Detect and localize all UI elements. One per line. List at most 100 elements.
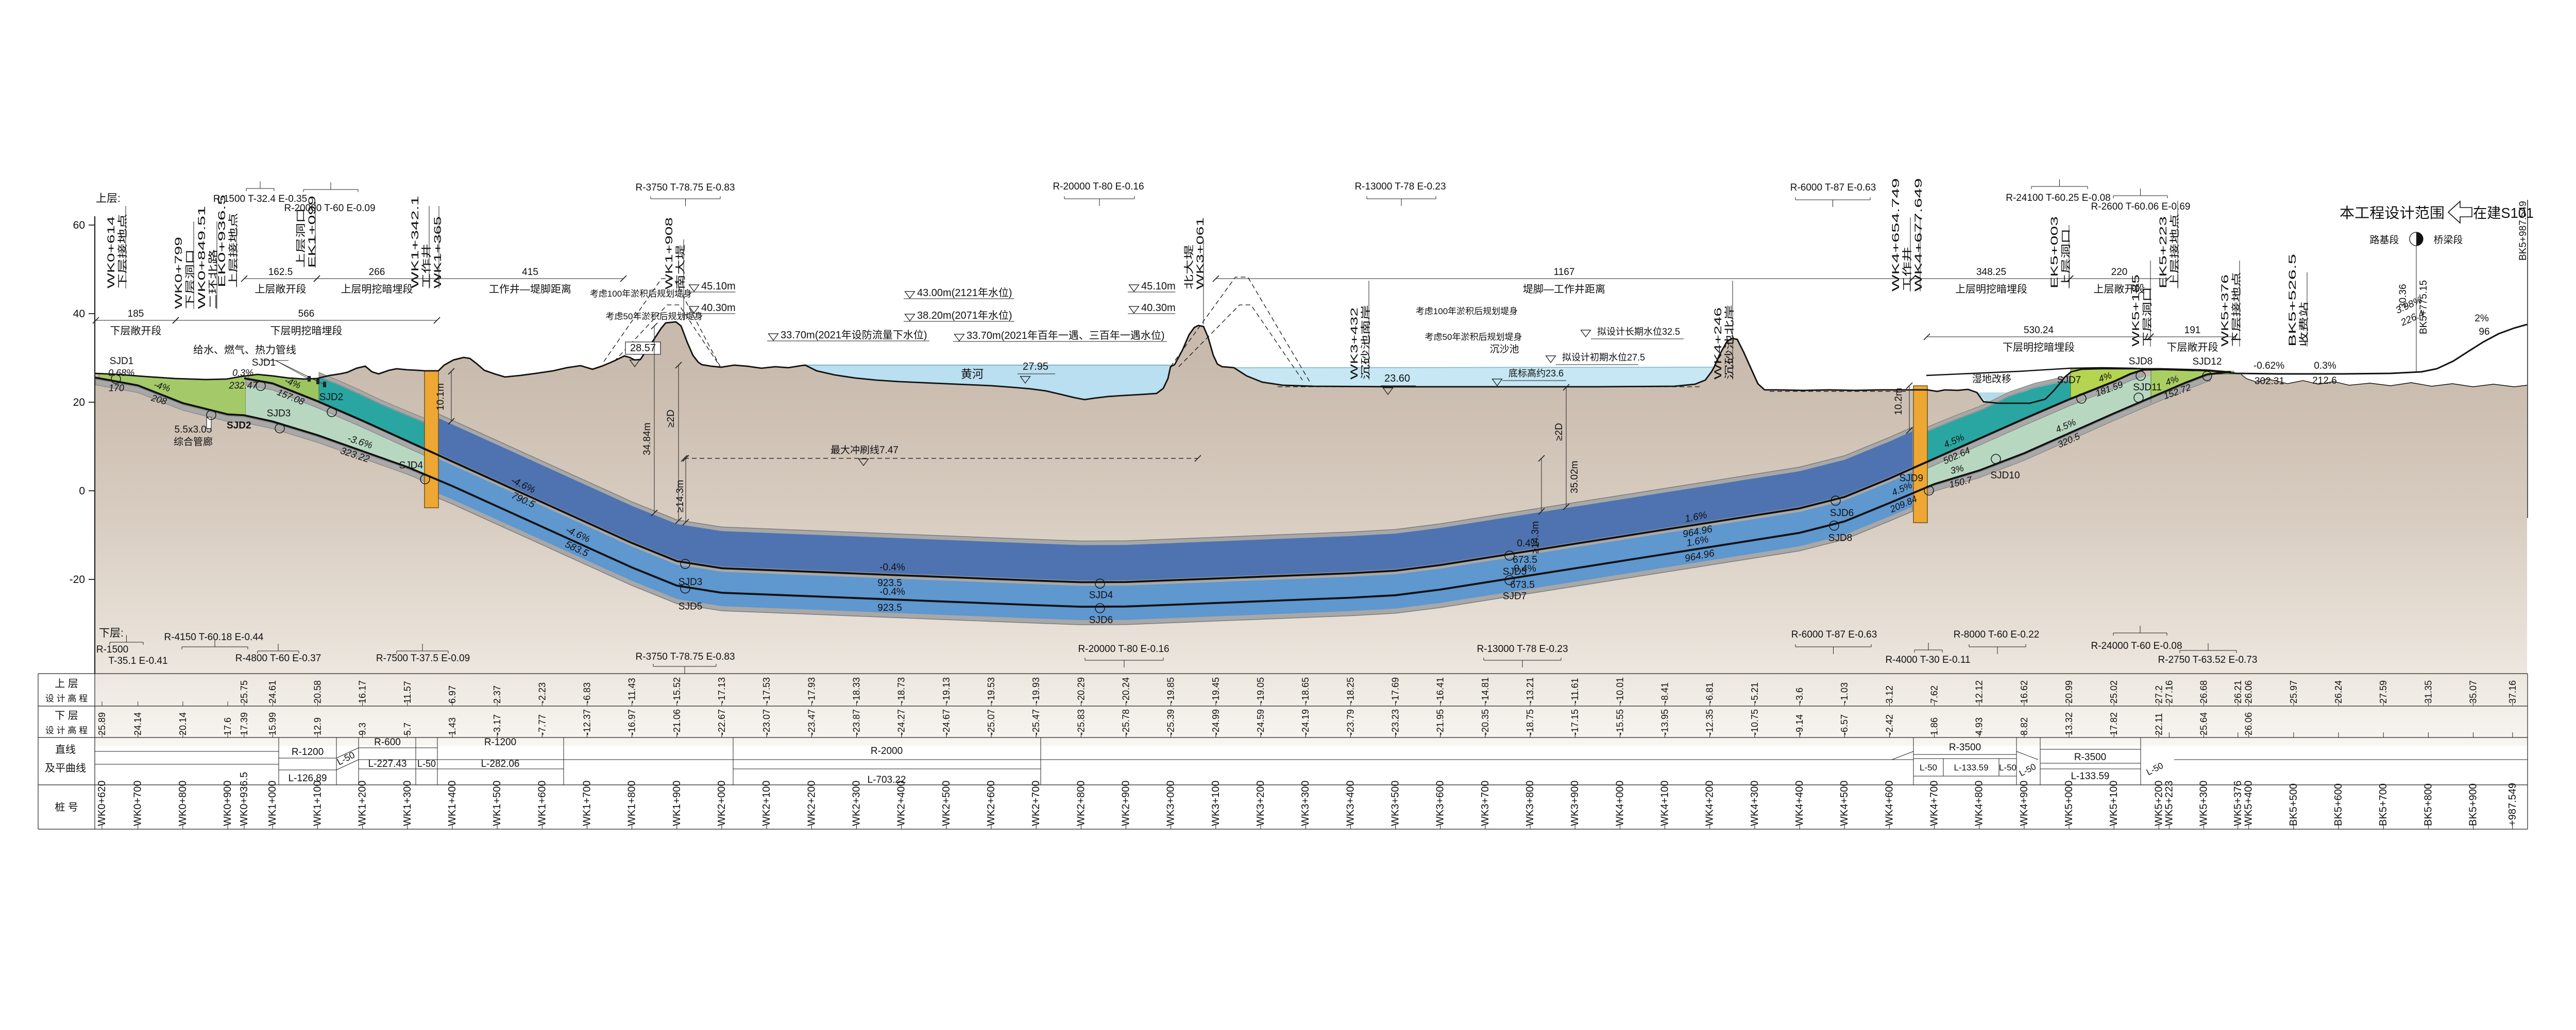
svg-text:R-2600 T-60.06 E-0.69: R-2600 T-60.06 E-0.69 [2091,201,2191,212]
svg-text:L-133.59: L-133.59 [2071,771,2109,782]
svg-text:WK4+300: WK4+300 [1749,781,1760,826]
svg-text:-18.73: -18.73 [896,677,907,703]
svg-text:SJD2: SJD2 [227,420,251,431]
svg-text:-24.67: -24.67 [941,709,952,735]
svg-text:WK2+900: WK2+900 [1120,781,1131,826]
svg-text:WK5+200: WK5+200 [2153,781,2164,826]
svg-text:0.68%: 0.68% [108,368,134,378]
svg-text:SJD5: SJD5 [1503,566,1527,577]
svg-text:-19.05: -19.05 [1256,677,1266,703]
svg-text:40.30m: 40.30m [701,302,736,314]
svg-text:湿地改移: 湿地改移 [1972,373,2011,385]
svg-text:WK1+200: WK1+200 [357,781,368,826]
svg-text:22.11: 22.11 [2154,713,2164,735]
svg-text:SJD11: SJD11 [2133,382,2162,393]
svg-text:EK5+223: EK5+223 [2158,216,2169,288]
svg-text:170: 170 [109,383,124,393]
svg-text:34.84m: 34.84m [642,423,653,455]
svg-text:-24.99: -24.99 [1211,709,1221,735]
svg-text:L-50: L-50 [1920,763,1937,772]
svg-text:WK0+614: WK0+614 [106,216,117,288]
svg-text:WK4+000: WK4+000 [1614,781,1625,826]
svg-text:33.70m(2021年百年一遇、三百年一遇水位): 33.70m(2021年百年一遇、三百年一遇水位) [967,330,1165,341]
svg-text:232.47: 232.47 [228,381,258,391]
svg-text:43.00m(2121年水位): 43.00m(2121年水位) [917,287,1012,299]
svg-text:27.59: 27.59 [2378,680,2388,703]
svg-text:-20.35: -20.35 [1480,709,1490,735]
svg-text:R-6000 T-87 E-0.63: R-6000 T-87 E-0.63 [1791,629,1877,640]
svg-text:9.3: 9.3 [358,723,368,735]
svg-text:L-126.89: L-126.89 [288,773,327,784]
svg-text:220: 220 [2111,267,2128,278]
svg-text:SJD10: SJD10 [1990,470,2020,481]
svg-text:沉砂池南岸: 沉砂池南岸 [1360,305,1371,380]
svg-text:6.97: 6.97 [447,685,457,703]
svg-text:24.61: 24.61 [267,680,278,703]
svg-text:WK0+799: WK0+799 [174,237,184,309]
svg-text:266: 266 [369,267,385,278]
svg-text:上层明挖暗埋段: 上层明挖暗埋段 [341,283,413,295]
svg-text:-24.19: -24.19 [1300,709,1311,735]
svg-text:底标高约23.6: 底标高约23.6 [1509,368,1564,379]
svg-text:EK5+003: EK5+003 [2049,216,2060,288]
svg-text:SJD7: SJD7 [1503,591,1527,602]
svg-text:35.07: 35.07 [2468,680,2479,703]
svg-text:SJD12: SJD12 [2192,356,2222,367]
svg-text:-20: -20 [70,574,85,586]
svg-text:SJD4: SJD4 [1089,590,1113,600]
svg-text:L-282.06: L-282.06 [481,759,519,769]
svg-text:路基段: 路基段 [2369,234,2399,246]
svg-text:工作井: 工作井 [1902,247,1913,291]
svg-text:-10.01: -10.01 [1615,677,1625,703]
svg-text:-2.42: -2.42 [1884,714,1894,735]
svg-text:WK3+200: WK3+200 [1255,781,1266,826]
svg-text:R-20000 T-80 E-0.16: R-20000 T-80 E-0.16 [1053,181,1144,192]
svg-text:WK0+900: WK0+900 [222,781,233,826]
svg-text:L-227.43: L-227.43 [368,759,406,769]
svg-text:WK1+500: WK1+500 [492,781,503,826]
svg-text:38.20m(2071年水位): 38.20m(2071年水位) [917,310,1012,321]
svg-text:-12.37: -12.37 [582,709,592,735]
svg-text:上层接地点: 上层接地点 [228,213,239,287]
svg-text:堤脚—工作井距离: 堤脚—工作井距离 [1523,283,1605,295]
svg-text:BK5+987.549: BK5+987.549 [2518,201,2529,261]
svg-text:SJD4: SJD4 [399,460,423,471]
svg-text:WK0+800: WK0+800 [177,781,189,826]
svg-text:302.31: 302.31 [2255,376,2284,387]
svg-text:SJD2: SJD2 [319,392,343,403]
svg-text:40: 40 [73,308,85,320]
svg-text:-18.75: -18.75 [1525,709,1535,735]
svg-text:R-1200: R-1200 [292,747,324,758]
svg-text:0.3%: 0.3% [232,368,253,378]
svg-text:-0.4%: -0.4% [879,562,905,573]
svg-text:SJD9: SJD9 [1900,473,1923,484]
svg-text:SJD8: SJD8 [1828,533,1852,544]
svg-text:-2.23: -2.23 [537,682,547,703]
svg-text:上层敞开段: 上层敞开段 [2094,283,2145,295]
svg-text:WK4+200: WK4+200 [1704,781,1716,826]
svg-text:4.93: 4.93 [1974,717,1985,735]
svg-text:BK5+600: BK5+600 [2333,783,2344,826]
svg-text:SJD3: SJD3 [679,577,702,588]
svg-text:R-600: R-600 [374,737,401,748]
svg-text:20.14: 20.14 [178,712,188,735]
svg-text:本工程设计范围: 本工程设计范围 [2340,205,2445,221]
svg-text:上层明挖暗埋段: 上层明挖暗埋段 [1955,283,2027,295]
svg-text:23.60: 23.60 [1384,373,1410,384]
svg-text:BK5+526.5: BK5+526.5 [2287,254,2298,347]
svg-text:考虑100年淤积后规划堤身: 考虑100年淤积后规划堤身 [590,289,692,299]
svg-text:-23.47: -23.47 [806,709,817,735]
svg-text:-13.95: -13.95 [1660,709,1670,735]
svg-text:直线: 直线 [55,744,76,756]
svg-text:35.02m: 35.02m [1569,461,1580,493]
svg-text:EK0+936.5: EK0+936.5 [217,195,228,287]
svg-text:-5.21: -5.21 [1750,682,1760,703]
svg-text:设 计 高 程: 设 计 高 程 [45,694,88,703]
svg-text:R-4150 T-60.18 E-0.44: R-4150 T-60.18 E-0.44 [164,632,264,643]
svg-text:-24.27: -24.27 [896,709,907,735]
svg-text:415: 415 [522,267,538,278]
svg-text:综合管廊: 综合管廊 [174,436,213,448]
svg-text:-20.24: -20.24 [1121,677,1131,703]
svg-text:-19.93: -19.93 [1031,677,1041,703]
svg-text:WK4+900: WK4+900 [2019,781,2030,826]
